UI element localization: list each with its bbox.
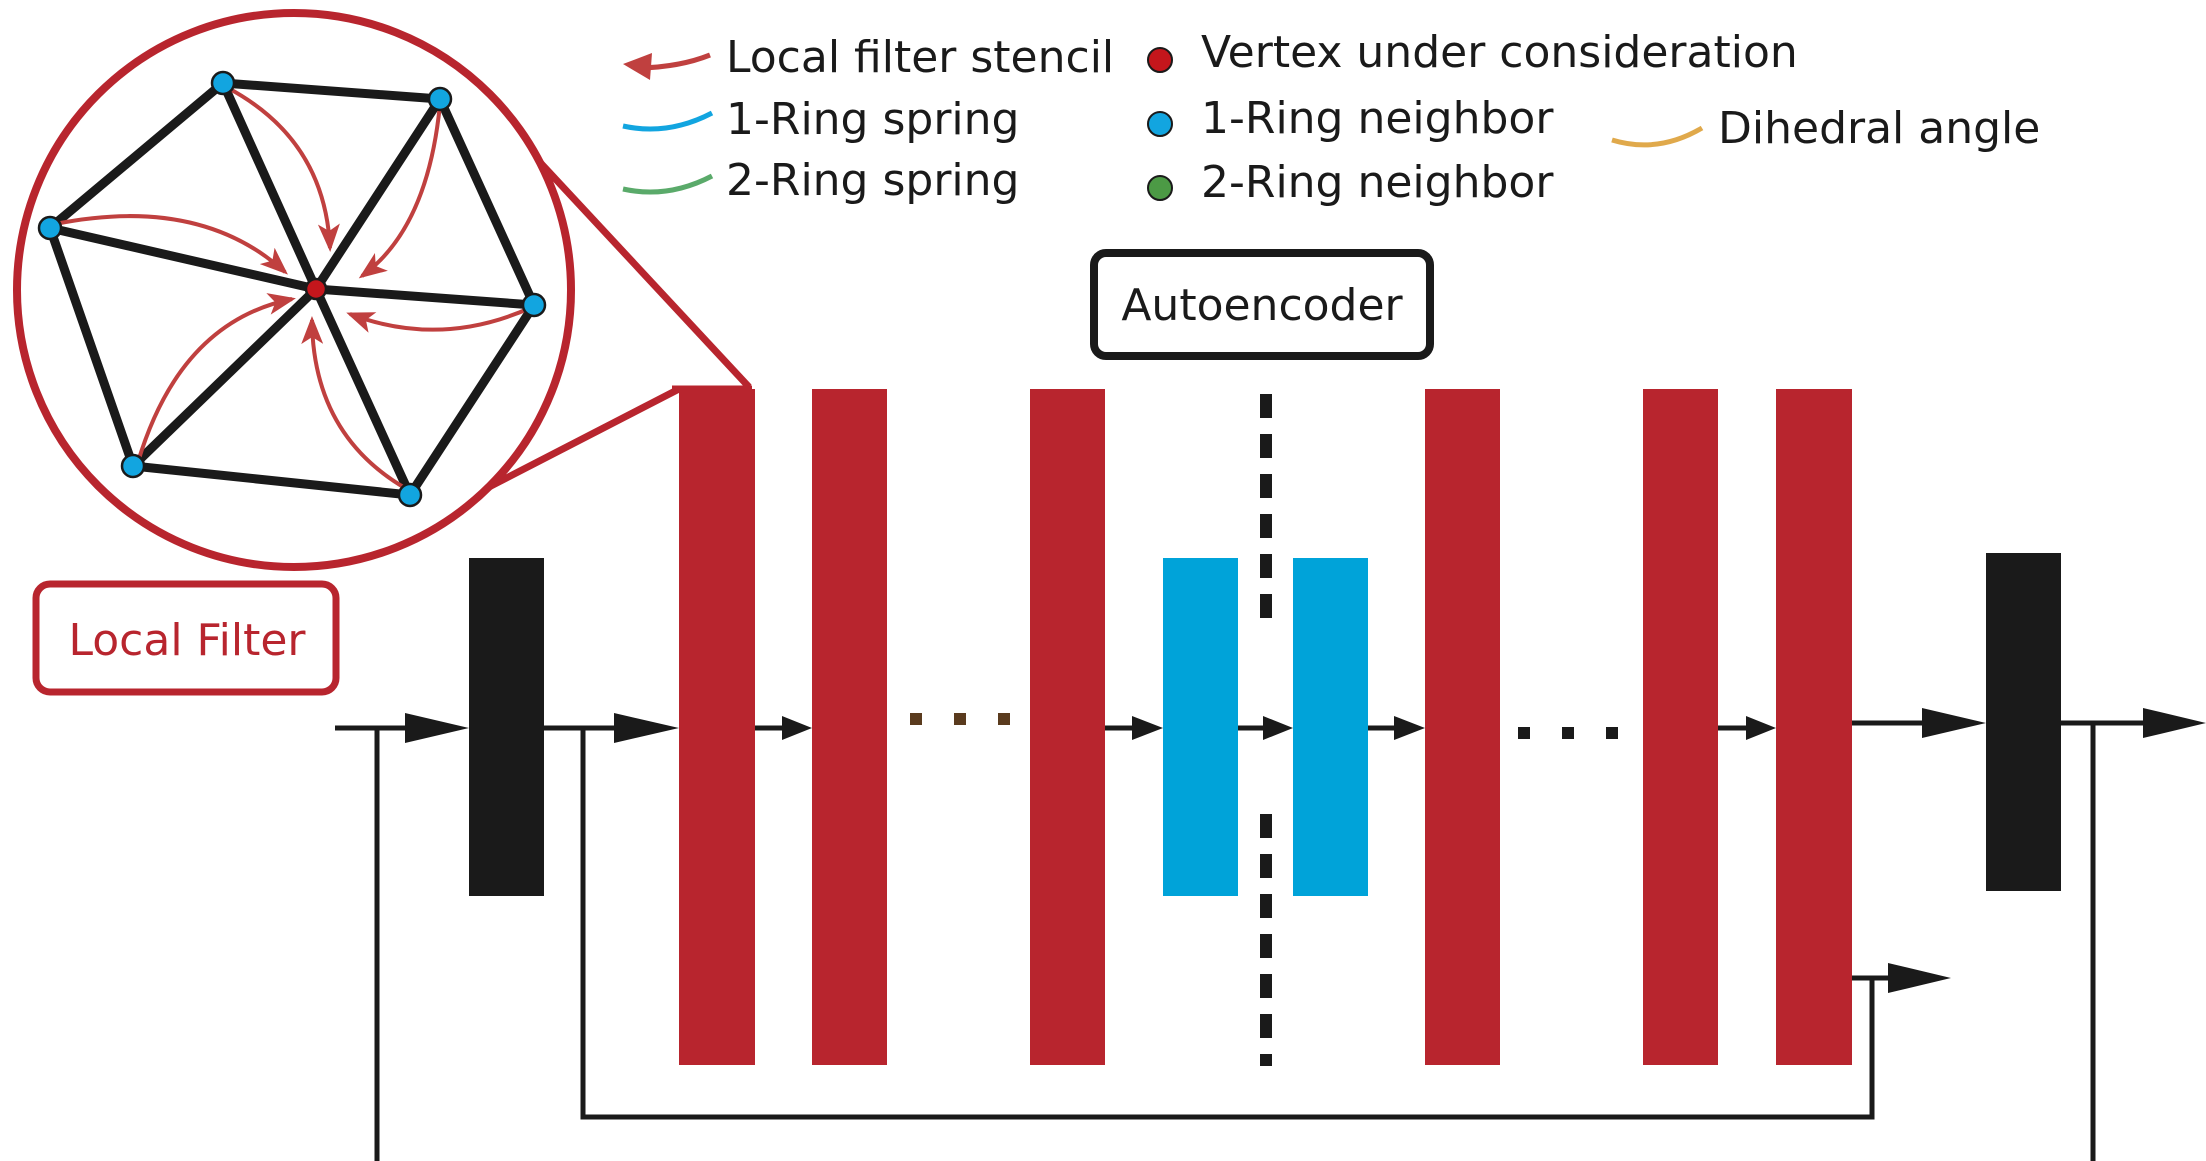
red-arrow-icon bbox=[623, 52, 711, 80]
ellipsis-decoder bbox=[1518, 727, 1618, 739]
one-ring-neighbor-icon bbox=[120, 453, 146, 479]
one-ring-neighbor-icon bbox=[210, 70, 236, 96]
legend-two-ring-spring: 2-Ring spring bbox=[726, 155, 1019, 206]
stencil-arrows bbox=[54, 86, 531, 490]
red-dot-icon bbox=[1147, 47, 1173, 73]
decoder-layer-1 bbox=[1425, 389, 1500, 1065]
vertex-under-consideration-icon bbox=[304, 277, 328, 301]
orange-curve-icon bbox=[1611, 125, 1704, 148]
legend: Local filter stencil 1-Ring spring 2-Rin… bbox=[622, 27, 2040, 208]
one-ring-neighbor-icon bbox=[521, 292, 547, 318]
output-black-layer bbox=[1986, 553, 2061, 891]
decoder-layer-2 bbox=[1643, 389, 1718, 1065]
flow-arrows bbox=[335, 708, 2206, 993]
mesh-edges bbox=[45, 78, 539, 500]
mesh-vertices bbox=[37, 70, 547, 508]
legend-vertex-under-consideration: Vertex under consideration bbox=[1201, 27, 1798, 78]
latent-layer-2 bbox=[1293, 558, 1368, 896]
cyan-dot-icon bbox=[1147, 111, 1173, 137]
ellipsis-encoder bbox=[910, 713, 1010, 725]
inner-skip-line bbox=[580, 730, 1875, 1120]
legend-one-ring-spring: 1-Ring spring bbox=[726, 94, 1019, 145]
legend-local-filter-stencil: Local filter stencil bbox=[726, 32, 1114, 83]
input-black-layer bbox=[469, 558, 544, 896]
green-dot-icon bbox=[1147, 175, 1173, 201]
cyan-curve-icon bbox=[622, 110, 714, 132]
bottleneck-divider bbox=[1260, 394, 1272, 1066]
encoder-layer-2 bbox=[812, 389, 887, 1065]
legend-two-ring-neighbor: 2-Ring neighbor bbox=[1201, 157, 1554, 208]
layers bbox=[469, 389, 2061, 1065]
one-ring-neighbor-icon bbox=[427, 86, 453, 112]
one-ring-neighbor-icon bbox=[37, 215, 63, 241]
local-filter-label: Local Filter bbox=[69, 615, 307, 666]
encoder-layer-1 bbox=[679, 389, 755, 1065]
latent-layer-1 bbox=[1163, 558, 1238, 896]
stencil-zoom-circle bbox=[13, 9, 575, 571]
decoder-layer-3 bbox=[1776, 389, 1852, 1065]
encoder-layer-3 bbox=[1030, 389, 1105, 1065]
legend-one-ring-neighbor: 1-Ring neighbor bbox=[1201, 93, 1554, 144]
green-curve-icon bbox=[622, 173, 714, 195]
autoencoder-box: Autoencoder bbox=[1090, 249, 1434, 360]
skip-connections bbox=[374, 722, 2096, 1161]
one-ring-neighbor-icon bbox=[397, 482, 423, 508]
outer-skip-line bbox=[374, 722, 2096, 1161]
autoencoder-label: Autoencoder bbox=[1121, 280, 1403, 331]
legend-dihedral-angle: Dihedral angle bbox=[1718, 103, 2040, 154]
local-filter-box: Local Filter bbox=[32, 580, 340, 696]
